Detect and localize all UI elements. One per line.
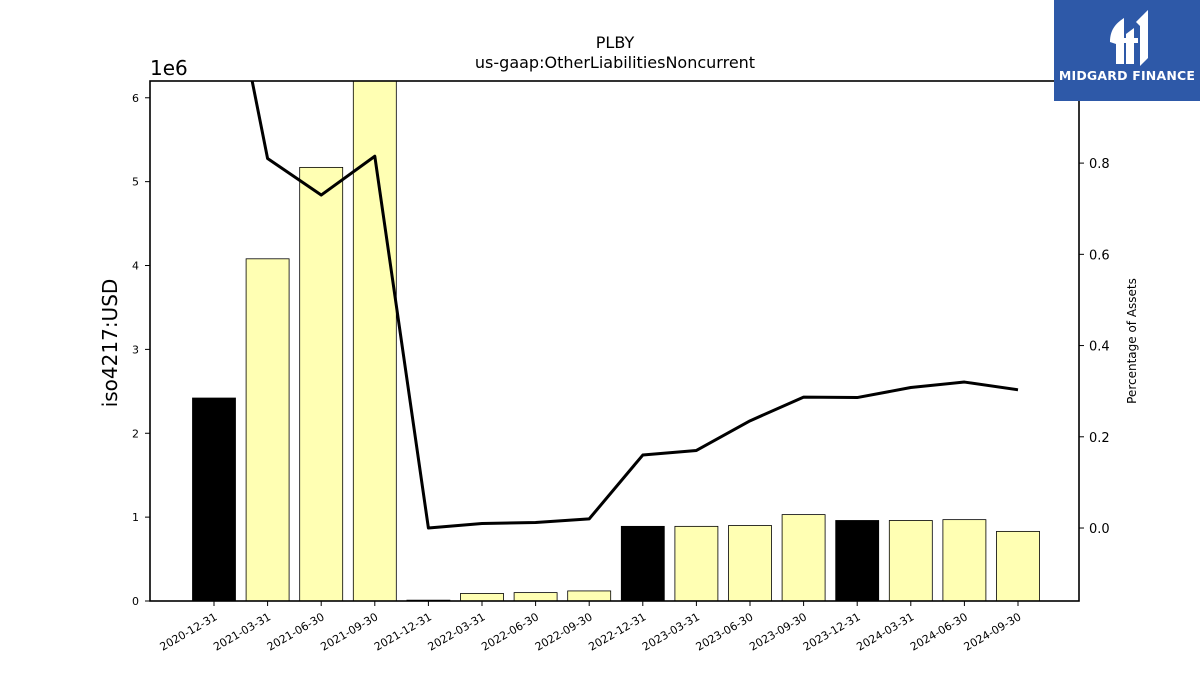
x-tick-label: 2023-03-31 [640,610,702,653]
x-tick-label: 2024-06-30 [908,610,970,653]
chart-subtitle: us-gaap:OtherLiabilitiesNoncurrent [475,53,755,72]
y-tick-label: 0 [132,595,139,608]
bar-2023-12-31 [835,520,880,601]
x-tick-label: 2021-09-30 [318,610,380,653]
x-tick-label: 2021-03-31 [211,610,273,653]
y-tick-label: 5 [132,176,139,189]
bar-2022-03-31 [460,593,504,601]
x-tick-label: 2022-12-31 [586,610,648,653]
x-tick-label: 2021-06-30 [265,610,327,653]
bar-2022-06-30 [513,592,558,601]
y2-tick-label: 0.0 [1089,522,1110,537]
x-tick-label: 2022-06-30 [479,610,541,653]
x-tick-label: 2020-12-31 [158,610,220,653]
bar-2023-03-31 [674,525,719,601]
x-tick-label: 2024-09-30 [962,610,1024,653]
y2-tick-label: 0.6 [1089,248,1110,263]
bars-layer [192,81,1040,601]
y-tick-label: 2 [132,427,139,440]
percentage-of-assets-line [250,81,1019,530]
x-tick-label: 2022-03-31 [426,610,488,653]
x-tick-label: 2023-12-31 [801,610,863,653]
line-layer [250,81,1019,530]
bar-2023-06-30 [728,525,772,601]
x-tick-label: 2022-09-30 [533,610,595,653]
bar-2024-06-30 [942,519,987,601]
bar-2022-12-31 [620,525,665,601]
y-tick-label: 3 [132,343,139,356]
y2-tick-label: 0.2 [1089,431,1110,446]
chart-title: PLBY [596,33,635,52]
brand-logo: MIDGARD FINANCE [1054,0,1200,101]
bar-2024-03-31 [888,520,933,601]
bar-2022-09-30 [567,590,612,601]
plot-frame [149,80,1080,602]
y-scale-label: 1e6 [150,56,188,80]
bar-2021-03-31 [245,258,290,601]
bar-2024-09-30 [996,530,1040,601]
y-tick-label: 6 [132,92,139,105]
y2-tick-label: 0.4 [1089,340,1110,355]
y2-tick-label: 0.8 [1089,157,1110,172]
y2-axis-label: Percentage of Assets [1125,278,1139,404]
x-tick-label: 2024-03-31 [854,610,916,653]
bar-2020-12-31 [192,397,236,601]
bar-2021-06-30 [299,166,344,601]
x-tick-label: 2023-06-30 [694,610,756,653]
x-tick-label: 2021-12-31 [372,610,434,653]
logo-mark-icon [1110,10,1148,66]
x-tick-label: 2023-09-30 [747,610,809,653]
y-tick-label: 1 [132,511,139,524]
brand-name: MIDGARD FINANCE [1058,68,1196,83]
y-tick-label: 4 [132,260,139,273]
y-axis-label: iso4217:USD [98,279,122,408]
bar-2023-09-30 [781,514,826,601]
